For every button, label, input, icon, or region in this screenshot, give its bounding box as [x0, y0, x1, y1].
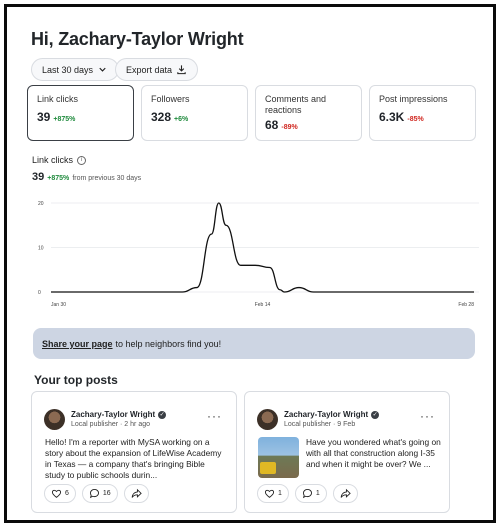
post-actions: 6 16 — [44, 484, 149, 503]
date-range-dropdown[interactable]: Last 30 days — [31, 58, 120, 81]
stat-change: +6% — [174, 116, 189, 123]
post-meta: Local publisher · 2 hr ago — [71, 421, 150, 428]
page-title: Hi, Zachary-Taylor Wright — [31, 29, 244, 49]
x-tick-label: Feb 14 — [255, 302, 271, 308]
comment-button[interactable]: 16 — [81, 484, 118, 503]
chart-summary-change: +875% — [47, 175, 70, 182]
link-clicks-chart: 0 10 20 Jan 30 Feb 14 Feb 28 — [38, 201, 479, 308]
post-author: Zachary-Taylor Wright ✓ — [284, 410, 380, 419]
y-tick-label: 0 — [38, 290, 41, 296]
comment-count: 16 — [102, 490, 111, 497]
share-page-link[interactable]: Share your page — [42, 338, 113, 349]
download-icon — [177, 65, 186, 75]
stat-card-link-clicks[interactable]: Link clicks 39 +875% — [27, 85, 134, 141]
y-tick-label: 10 — [38, 246, 44, 252]
comment-count: 1 — [315, 490, 320, 497]
post-author-name: Zachary-Taylor Wright — [71, 410, 156, 419]
stat-label: Link clicks — [37, 94, 79, 104]
more-options-icon[interactable]: ··· — [420, 409, 435, 423]
x-tick-label: Jan 30 — [51, 302, 66, 308]
export-label: Export data — [126, 64, 173, 75]
post-actions: 1 1 — [257, 484, 358, 503]
stat-value: 68 — [265, 118, 279, 132]
export-data-button[interactable]: Export data — [115, 58, 199, 81]
stat-label: Followers — [151, 94, 190, 104]
series-line — [51, 202, 474, 293]
like-count: 6 — [65, 490, 69, 497]
heart-icon — [264, 489, 275, 498]
chart-summary-suffix: from previous 30 days — [72, 175, 142, 182]
chart-section-title: Link clicks i — [32, 155, 87, 165]
info-icon[interactable]: i — [77, 155, 87, 165]
more-options-icon[interactable]: ··· — [207, 409, 222, 423]
share-button[interactable] — [123, 484, 149, 503]
like-button[interactable]: 1 — [257, 484, 289, 503]
post-card[interactable]: Zachary-Taylor Wright ✓ Local publisher ·… — [31, 391, 237, 513]
stat-value: 6.3K — [379, 110, 405, 124]
stat-change: +875% — [53, 116, 76, 123]
post-body: Hello! I'm a reporter with MySA working … — [45, 437, 222, 480]
stat-value: 39 — [37, 110, 51, 124]
share-banner: Share your page to help neighbors find y… — [33, 328, 475, 359]
stat-label: Comments and reactions — [265, 94, 327, 115]
avatar — [257, 409, 278, 430]
post-author-name: Zachary-Taylor Wright — [284, 410, 369, 419]
x-tick-label: Feb 28 — [458, 302, 474, 308]
heart-icon — [51, 489, 62, 498]
chevron-down-icon — [99, 67, 106, 72]
verified-icon: ✓ — [158, 410, 167, 419]
comment-icon — [302, 489, 312, 499]
top-posts-title: Your top posts — [34, 373, 118, 387]
stat-card-comments-reactions[interactable]: Comments and reactions 68 -89% — [255, 85, 362, 141]
chart-summary-value: 39 — [32, 171, 45, 183]
post-card[interactable]: Zachary-Taylor Wright ✓ Local publisher ·… — [244, 391, 450, 513]
chart-summary: 39 +875% from previous 30 days — [32, 171, 141, 183]
stat-change: -85% — [407, 116, 424, 123]
post-body: Have you wondered what's going on with a… — [306, 437, 441, 469]
comment-button[interactable]: 1 — [294, 484, 327, 503]
post-thumbnail[interactable] — [258, 437, 299, 478]
stat-change: -89% — [281, 124, 298, 131]
share-button[interactable] — [332, 484, 358, 503]
date-range-label: Last 30 days — [42, 64, 94, 75]
post-meta: Local publisher · 9 Feb — [284, 421, 356, 428]
stat-card-post-impressions[interactable]: Post impressions 6.3K -85% — [369, 85, 476, 141]
analytics-panel: Hi, Zachary-Taylor Wright Last 30 days E… — [4, 4, 496, 523]
stat-label: Post impressions — [379, 94, 448, 104]
avatar — [44, 409, 65, 430]
like-button[interactable]: 6 — [44, 484, 76, 503]
stat-value: 328 — [151, 110, 172, 124]
share-icon — [340, 488, 351, 498]
post-author: Zachary-Taylor Wright ✓ — [71, 410, 167, 419]
comment-icon — [89, 489, 99, 499]
share-icon — [131, 488, 142, 498]
like-count: 1 — [278, 490, 282, 497]
verified-icon: ✓ — [371, 410, 380, 419]
chart-section-label: Link clicks — [32, 155, 74, 165]
stat-card-followers[interactable]: Followers 328 +6% — [141, 85, 248, 141]
y-tick-label: 20 — [38, 201, 44, 207]
share-banner-text: to help neighbors find you! — [115, 338, 222, 349]
